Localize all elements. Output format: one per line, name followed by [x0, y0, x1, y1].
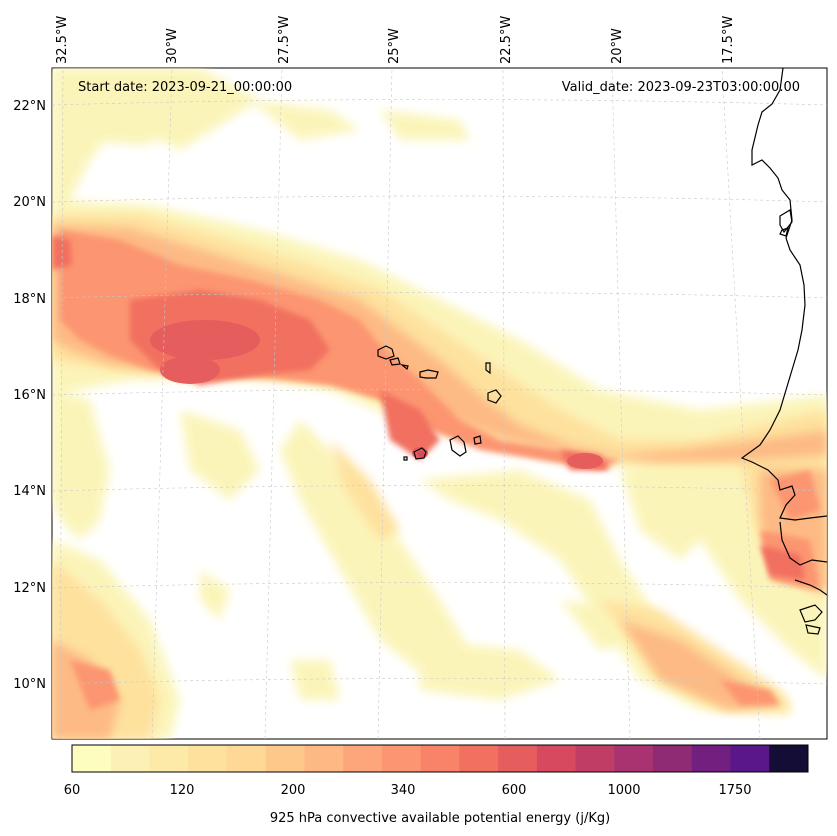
lon-label: 22.5°W	[499, 16, 514, 64]
lat-label: 16°N	[13, 388, 46, 403]
lat-label: 18°N	[13, 292, 46, 307]
latitude-labels: 22°N 20°N 18°N 16°N 14°N 12°N 10°N	[13, 99, 46, 692]
colorbar-tick-label: 1000	[607, 783, 640, 798]
colorbar-segment	[226, 745, 267, 772]
colorbar-tick-label: 60	[64, 783, 81, 798]
graticule	[52, 68, 827, 739]
colorbar-segment	[575, 745, 615, 772]
colorbar-tick-label: 340	[391, 783, 416, 798]
lat-label: 10°N	[13, 677, 46, 692]
colorbar-segment	[536, 745, 577, 772]
colorbar-segment	[459, 745, 499, 772]
colorbar-segment	[420, 745, 460, 772]
colorbar	[71, 744, 809, 773]
cape-verde-islands	[377, 345, 502, 461]
colorbar-tick-label: 200	[281, 783, 306, 798]
lon-label: 30°W	[165, 28, 180, 64]
coastline	[740, 68, 827, 635]
lon-label: 20°W	[610, 28, 625, 64]
lat-label: 20°N	[13, 195, 46, 210]
colorbar-ticks: 60 120 200 340 600 1000 1750	[64, 783, 752, 798]
start-date-label: Start date: 2023-09-21_00:00:00	[78, 80, 292, 95]
colorbar-segment	[110, 745, 150, 772]
colorbar-tick-label: 1750	[718, 783, 751, 798]
colorbar-segment	[769, 745, 809, 772]
colorbar-segment	[304, 745, 344, 772]
colorbar-segment	[691, 745, 732, 772]
colorbar-label: 925 hPa convective available potential e…	[270, 811, 610, 826]
longitude-labels: 32.5°W 30°W 27.5°W 25°W 22.5°W 20°W 17.5…	[55, 16, 736, 64]
cape-field	[52, 68, 827, 739]
lon-label: 32.5°W	[55, 16, 70, 64]
colorbar-segment	[343, 745, 383, 772]
colorbar-segment	[149, 745, 189, 772]
lon-label: 17.5°W	[721, 16, 736, 64]
colorbar-border	[71, 744, 809, 773]
colorbar-segment	[498, 745, 538, 772]
lon-label: 25°W	[387, 28, 402, 64]
colorbar-tick-label: 120	[170, 783, 195, 798]
colorbar-segment	[188, 745, 228, 772]
lat-label: 14°N	[13, 484, 46, 499]
colorbar-segment	[614, 745, 654, 772]
lon-label: 27.5°W	[277, 16, 292, 64]
lat-label: 12°N	[13, 581, 46, 596]
lat-label: 22°N	[13, 99, 46, 114]
colorbar-tick-label: 600	[502, 783, 527, 798]
colorbar-segment	[381, 745, 422, 772]
colorbar-segment	[265, 745, 305, 772]
colorbar-segment	[72, 745, 112, 772]
valid-date-label: Valid_date: 2023-09-23T03:00:00.00	[562, 80, 800, 95]
colorbar-segment	[653, 745, 693, 772]
colorbar-segment	[730, 745, 770, 772]
